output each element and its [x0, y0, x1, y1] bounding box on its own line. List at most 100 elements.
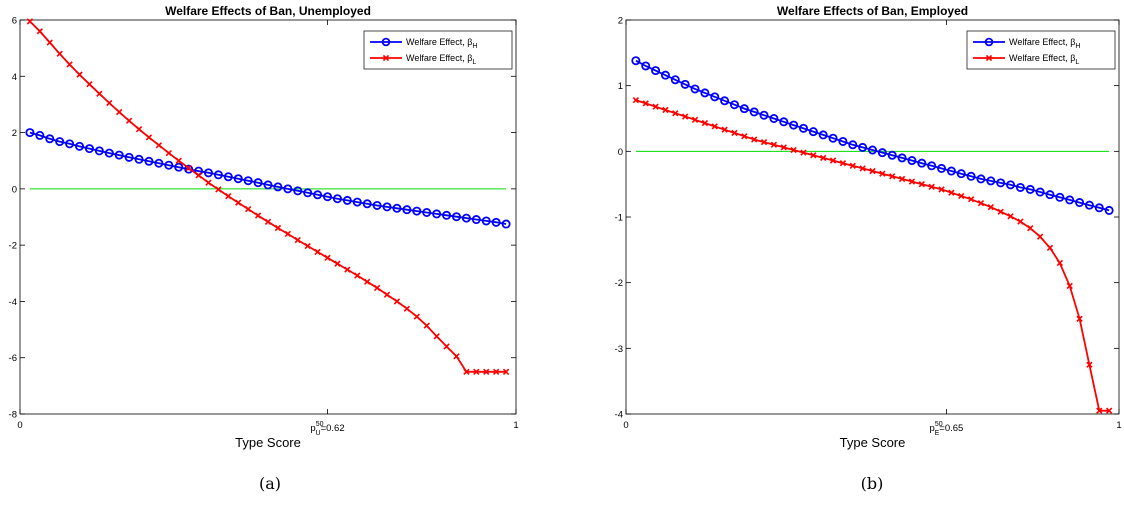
y-tick-label: 2	[12, 128, 17, 139]
plot-frame	[19, 19, 517, 415]
data-point	[1045, 190, 1055, 200]
data-point	[124, 152, 134, 162]
data-point	[184, 164, 194, 174]
data-point	[473, 368, 480, 375]
data-point	[223, 172, 233, 182]
data-point	[1035, 187, 1045, 197]
data-point	[213, 170, 223, 180]
data-point	[858, 142, 868, 152]
data-point	[263, 180, 273, 190]
data-point	[492, 368, 500, 375]
x-tick-label: 0	[623, 420, 628, 431]
data-point	[1046, 244, 1054, 252]
data-point	[393, 298, 401, 305]
data-point	[304, 242, 311, 250]
data-point	[243, 176, 253, 186]
data-point	[898, 175, 906, 183]
data-point	[642, 100, 649, 107]
y-tick-label: -2	[615, 278, 623, 289]
data-point	[937, 163, 947, 173]
data-point	[986, 176, 996, 186]
data-point	[383, 291, 391, 298]
data-point	[918, 181, 925, 188]
data-point	[829, 157, 837, 164]
data-point	[46, 39, 53, 46]
data-point	[662, 106, 669, 114]
data-point	[731, 129, 738, 137]
data-point	[869, 167, 876, 175]
data-point	[372, 200, 382, 210]
chart-title: Welfare Effects of Ban, Employed	[777, 4, 968, 18]
data-point	[997, 208, 1004, 215]
legend-entry-name: Welfare Effect, β	[1009, 37, 1075, 47]
data-point	[104, 148, 114, 158]
data-point	[175, 157, 182, 164]
data-point	[849, 162, 856, 169]
data-point	[810, 152, 817, 159]
legend-entry-sub: L	[1075, 59, 1079, 66]
data-point	[313, 190, 323, 200]
data-point	[66, 61, 73, 68]
data-point	[1066, 282, 1073, 290]
data-point	[838, 136, 848, 146]
legend-entry-sub: H	[1075, 43, 1080, 50]
data-point	[660, 70, 670, 80]
series-line	[29, 131, 507, 225]
data-point	[828, 133, 838, 143]
data-point	[917, 158, 927, 168]
data-point	[1036, 233, 1044, 240]
data-point	[967, 196, 975, 203]
data-point	[741, 133, 748, 140]
data-point	[751, 136, 758, 143]
data-point	[323, 192, 333, 202]
data-point	[412, 206, 422, 216]
data-point	[116, 108, 123, 116]
median-annotation-sup: 50	[935, 421, 943, 428]
subfigure-caption: (b)	[861, 474, 884, 493]
data-point	[749, 107, 759, 117]
data-point	[154, 158, 164, 168]
data-point	[501, 219, 511, 229]
data-point	[134, 154, 144, 164]
data-point	[451, 212, 461, 222]
data-point	[84, 144, 94, 154]
data-point	[294, 236, 301, 244]
data-point	[402, 205, 412, 215]
data-point	[36, 28, 44, 35]
data-point	[324, 254, 331, 261]
data-point	[332, 194, 342, 204]
data-point	[720, 96, 730, 106]
data-point	[205, 179, 212, 186]
x-tick-label: 1	[1116, 420, 1121, 431]
data-point	[889, 173, 896, 180]
data-point	[877, 148, 887, 158]
data-point	[423, 322, 430, 329]
data-point	[382, 202, 392, 212]
x-tick-label: 1	[513, 420, 518, 431]
y-tick-label: 0	[618, 147, 623, 158]
data-point	[1065, 195, 1075, 205]
data-point	[760, 138, 768, 146]
y-tick-label: -3	[615, 344, 623, 355]
data-point	[76, 71, 83, 78]
data-point	[453, 353, 460, 360]
chart-panel-2: Welfare Effects of Ban, Employed -4 -3 -2 -1…	[615, 4, 1122, 493]
median-annotation-value: =0.62	[321, 423, 345, 434]
data-point	[641, 61, 651, 71]
data-point	[254, 212, 262, 219]
data-point	[293, 186, 303, 196]
data-point	[1006, 180, 1016, 190]
data-point	[403, 305, 411, 312]
plot-frame	[625, 19, 1120, 415]
data-point	[55, 137, 65, 147]
data-point	[174, 162, 184, 172]
data-point	[958, 192, 965, 200]
data-point	[392, 203, 402, 213]
data-point	[987, 203, 994, 211]
data-point	[887, 150, 897, 160]
data-point	[422, 207, 432, 217]
data-point	[808, 127, 818, 137]
data-point	[215, 186, 222, 193]
data-point	[1055, 192, 1065, 202]
data-point	[800, 149, 807, 156]
